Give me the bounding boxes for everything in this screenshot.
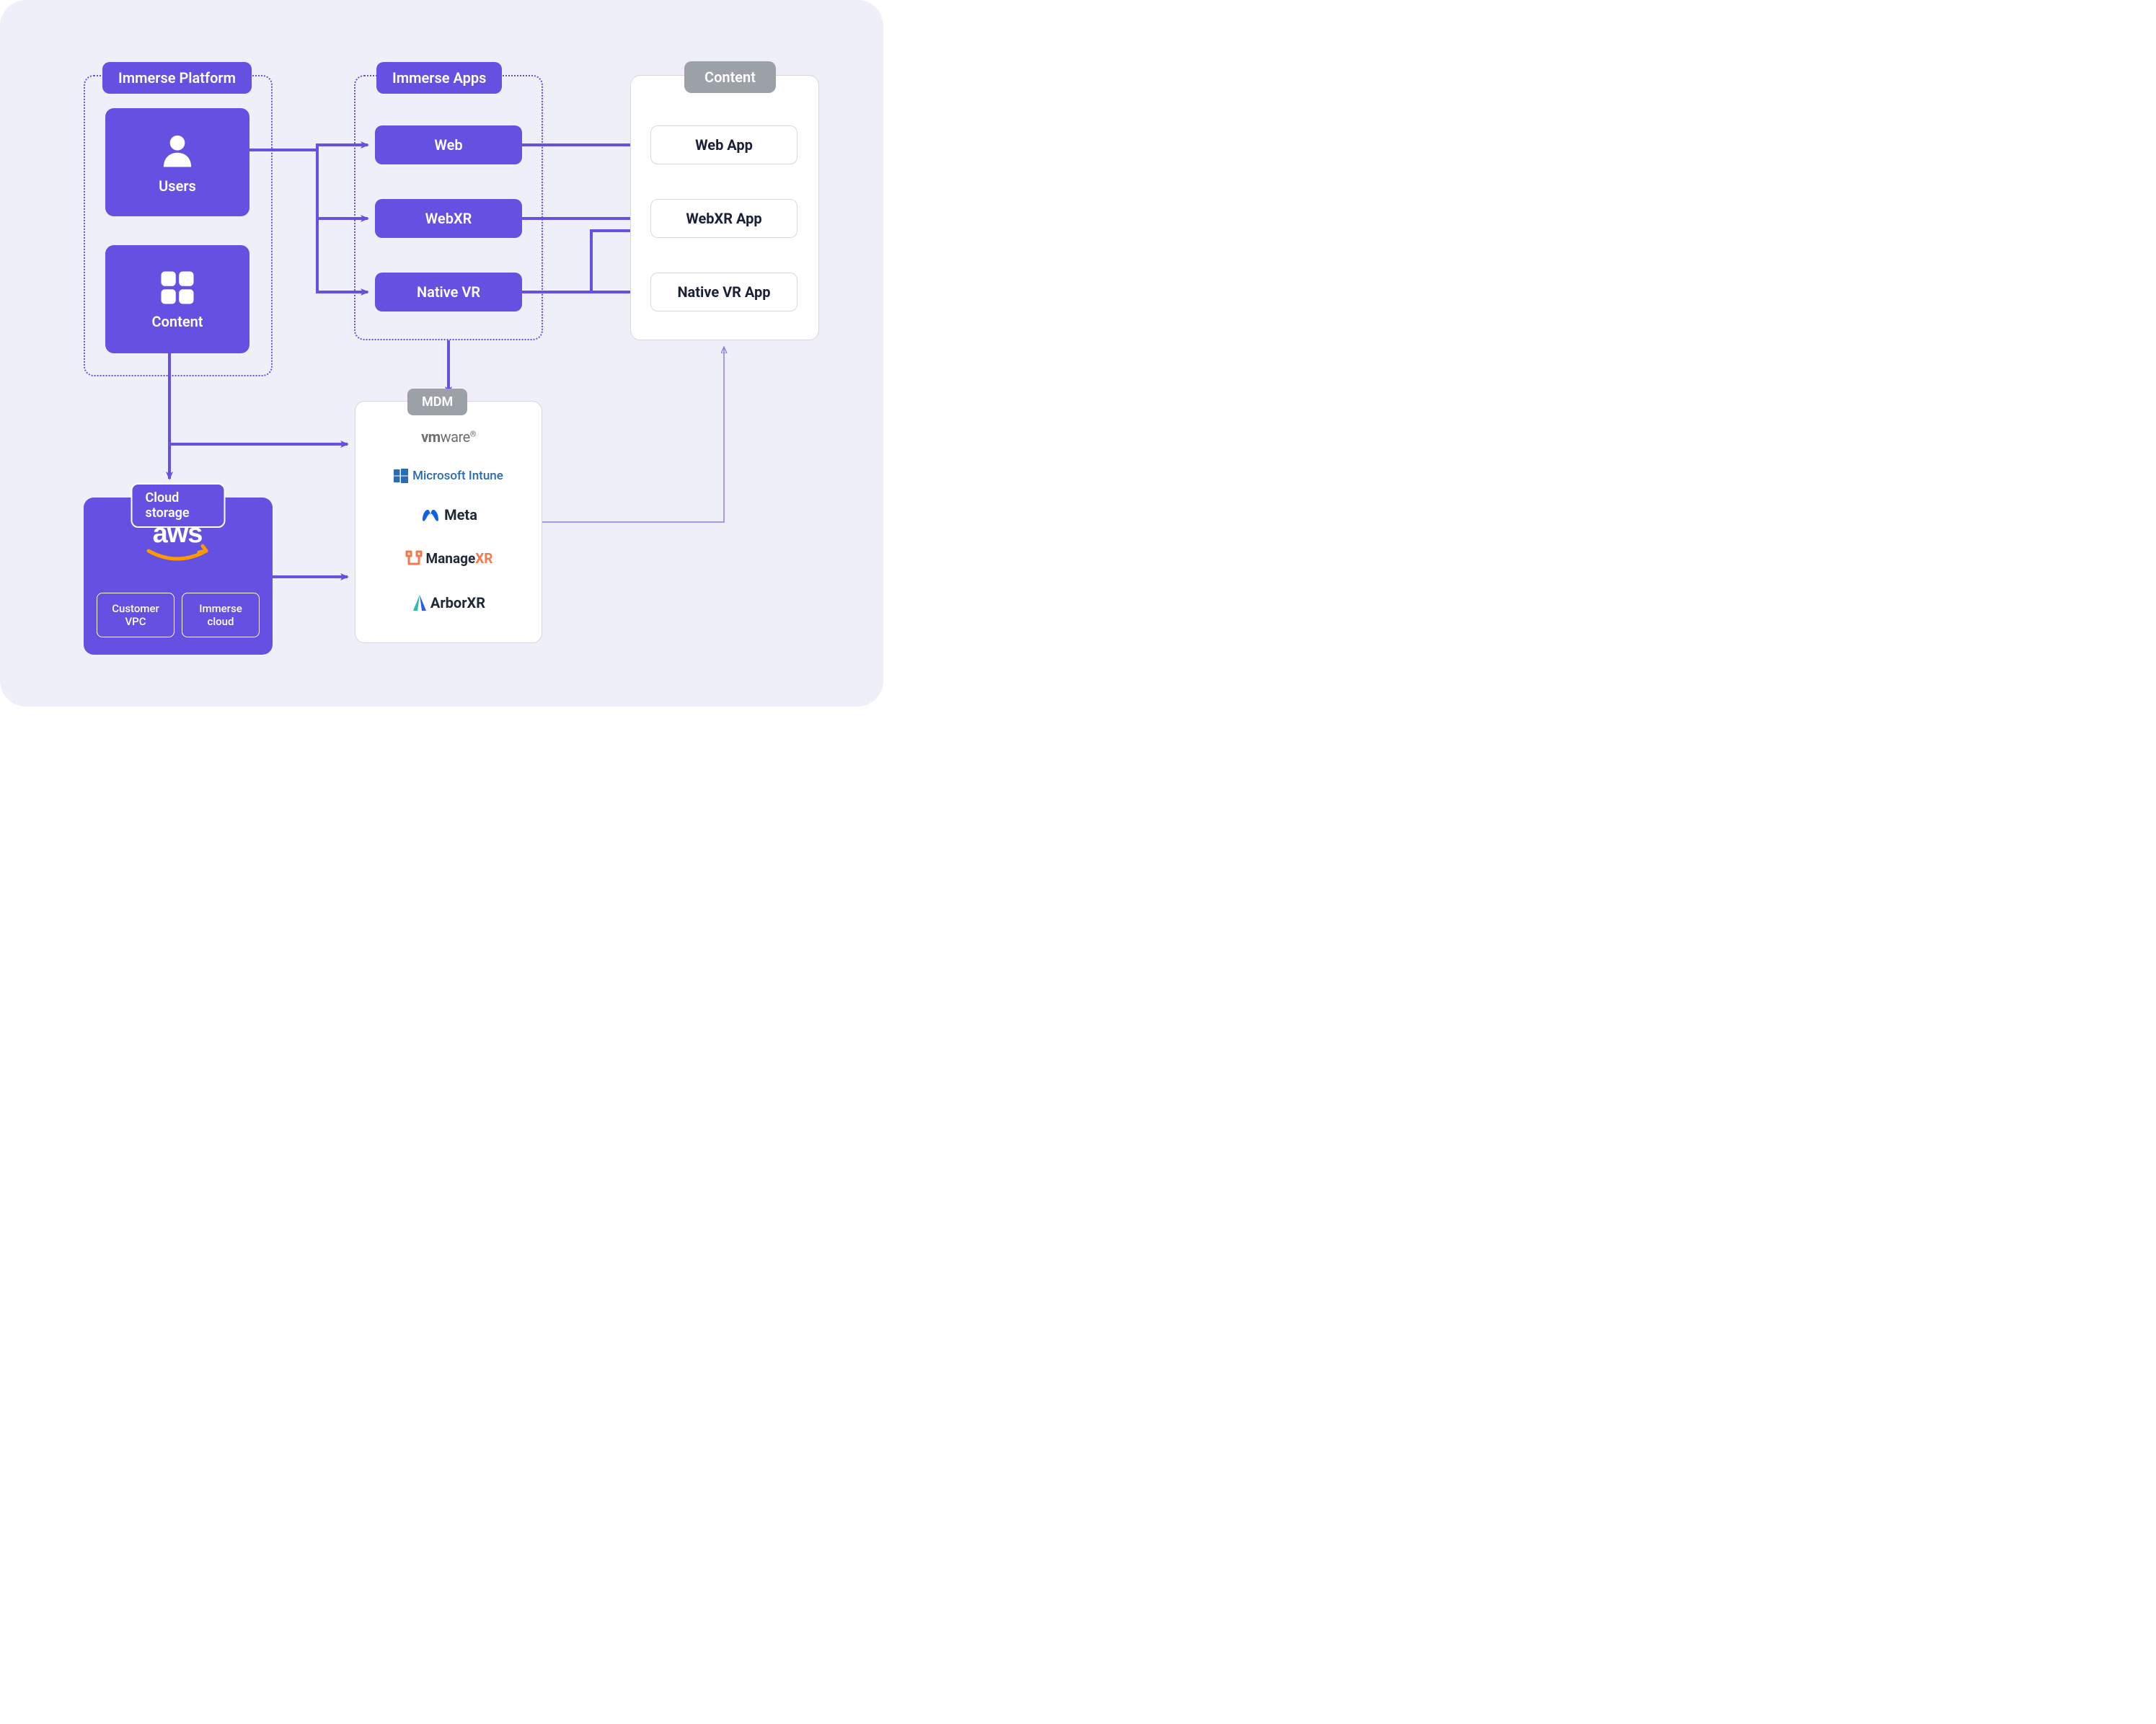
tile-content-label: Content <box>152 313 203 330</box>
cloud-sub-vpc: CustomerVPC <box>97 593 174 637</box>
tile-users-label: Users <box>159 177 196 195</box>
app-web: Web <box>375 125 522 164</box>
content-nativevr-app: Native VR App <box>650 273 798 311</box>
arborxr-logo-icon <box>412 593 428 612</box>
cloud-sub-immerse: Immersecloud <box>182 593 260 637</box>
mdm-managexr-label: ManageXR <box>426 550 493 567</box>
edge-mdm-to-content <box>542 348 724 522</box>
aws-logo-icon: aws <box>134 516 221 568</box>
mdm-meta: Meta <box>355 500 542 529</box>
mdm-intune: Microsoft Intune <box>355 461 542 490</box>
mdm-arborxr: ArborXR <box>355 588 542 617</box>
grid-icon <box>158 268 197 307</box>
user-icon <box>158 130 197 172</box>
panel-platform-title: Immerse Platform <box>102 62 252 94</box>
tile-content: Content <box>105 245 249 353</box>
app-nativevr: Native VR <box>375 273 522 311</box>
panel-mdm-title: MDM <box>407 389 467 415</box>
mdm-managexr: ManageXR <box>355 544 542 573</box>
content-web-app: Web App <box>650 125 798 164</box>
panel-content-title: Content <box>684 61 776 93</box>
panel-apps-title: Immerse Apps <box>376 62 502 94</box>
mdm-arborxr-label: ArborXR <box>430 594 485 611</box>
app-webxr: WebXR <box>375 199 522 238</box>
mdm-vmware: vmware® <box>355 423 542 451</box>
meta-logo-icon <box>420 507 441 523</box>
mdm-intune-label: Microsoft Intune <box>412 469 503 483</box>
diagram-canvas: Immerse Platform Users Content Immerse A… <box>0 0 883 707</box>
content-webxr-app: WebXR App <box>650 199 798 238</box>
tile-users: Users <box>105 108 249 216</box>
windows-logo-icon <box>394 469 408 483</box>
svg-text:aws: aws <box>153 518 203 549</box>
managexr-logo-icon <box>405 549 423 567</box>
mdm-meta-label: Meta <box>444 506 477 523</box>
vmware-logo-icon: vmware® <box>421 428 476 446</box>
